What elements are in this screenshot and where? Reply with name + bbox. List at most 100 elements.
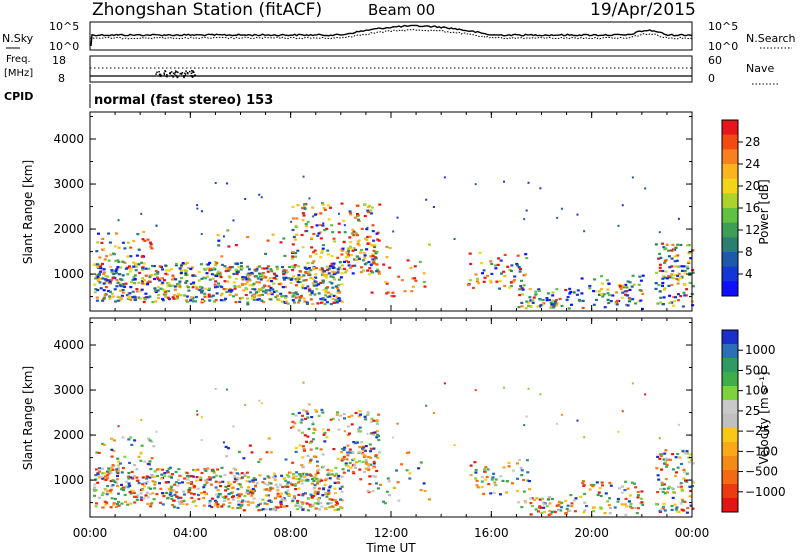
echo-cell <box>574 497 578 500</box>
x-tick-label: 04:00 <box>173 526 208 540</box>
echo-cell <box>249 490 253 494</box>
echo-point <box>225 182 228 185</box>
echo-cell <box>222 503 225 506</box>
echo-cell <box>358 460 361 463</box>
echo-cell <box>492 491 496 494</box>
echo-cell <box>520 293 524 296</box>
echo-cell <box>529 513 533 516</box>
echo-cell <box>226 498 230 501</box>
echo-cell <box>302 297 306 300</box>
echo-cell <box>683 269 687 272</box>
echo-cell <box>291 499 295 502</box>
echo-cell <box>353 264 357 267</box>
freq-point <box>164 70 166 72</box>
echo-point <box>302 381 305 384</box>
echo-cell <box>377 413 381 416</box>
echo-cell <box>101 237 105 241</box>
echo-cell <box>339 276 343 279</box>
echo-cell <box>291 299 295 302</box>
echo-cell <box>343 446 347 449</box>
echo-cell <box>365 228 369 231</box>
echo-cell <box>266 475 270 478</box>
echo-cell <box>375 469 379 473</box>
echo-cell <box>685 452 689 455</box>
echo-cell <box>309 255 313 258</box>
echo-cell <box>320 251 324 254</box>
echo-cell <box>296 204 300 207</box>
echo-cell <box>329 293 333 296</box>
echo-cell <box>129 255 133 258</box>
echo-cell <box>662 505 665 508</box>
echo-cell <box>386 291 390 294</box>
echo-cell <box>235 272 239 276</box>
echo-cell <box>691 304 695 307</box>
echo-cell <box>499 259 503 262</box>
colorbar-tick-label: 16 <box>745 201 760 215</box>
echo-cell <box>331 276 335 279</box>
echo-cell <box>516 462 519 465</box>
echo-cell <box>367 204 371 207</box>
echo-cell <box>371 475 375 478</box>
echo-cell <box>309 505 312 508</box>
echo-cell <box>129 246 133 249</box>
echo-cell <box>427 498 431 501</box>
echo-cell <box>526 479 530 482</box>
echo-cell <box>252 477 256 480</box>
echo-cell <box>162 289 166 292</box>
echo-cell <box>134 298 138 301</box>
echo-cell <box>246 303 250 306</box>
echo-cell <box>284 491 288 494</box>
echo-cell <box>306 302 309 305</box>
echo-cell <box>276 492 280 495</box>
echo-cell <box>400 279 404 282</box>
echo-cell <box>156 272 159 275</box>
echo-cell <box>580 292 584 295</box>
echo-cell <box>293 238 297 241</box>
echo-cell <box>292 266 296 269</box>
echo-cell <box>423 489 427 493</box>
echo-cell <box>288 265 292 269</box>
echo-cell <box>140 288 144 291</box>
echo-cell <box>250 451 254 454</box>
echo-cell <box>177 468 181 471</box>
echo-cell <box>129 492 133 495</box>
echo-cell <box>223 280 227 283</box>
echo-cell <box>175 262 178 266</box>
echo-cell <box>500 272 503 275</box>
echo-cell <box>120 471 124 474</box>
echo-cell <box>376 268 380 271</box>
echo-cell <box>242 457 246 460</box>
echo-cell <box>687 252 691 255</box>
echo-cell <box>368 475 372 478</box>
echo-cell <box>635 512 639 515</box>
echo-cell <box>630 506 634 510</box>
echo-cell <box>373 259 376 262</box>
echo-cell <box>373 256 377 259</box>
echo-cell <box>294 224 298 228</box>
echo-cell <box>291 255 295 258</box>
echo-cell <box>127 471 131 475</box>
echo-cell <box>143 460 147 463</box>
echo-cell <box>153 277 156 281</box>
echo-cell <box>673 255 677 258</box>
echo-cell <box>662 246 666 249</box>
echo-cell <box>279 483 282 486</box>
echo-cell <box>656 455 660 458</box>
echo-cell <box>334 499 337 502</box>
echo-cell <box>299 472 303 476</box>
echo-cell <box>682 265 686 268</box>
echo-cell <box>129 476 133 479</box>
echo-cell <box>689 453 693 456</box>
echo-cell <box>203 268 207 271</box>
echo-point <box>443 176 446 179</box>
echo-cell <box>310 226 314 229</box>
echo-cell <box>234 479 238 483</box>
echo-cell <box>676 282 680 285</box>
echo-cell <box>639 497 643 500</box>
echo-cell <box>691 480 695 483</box>
echo-cell <box>115 268 119 271</box>
echo-cell <box>282 269 286 272</box>
echo-cell <box>214 280 218 283</box>
echo-point <box>644 393 647 396</box>
echo-cell <box>144 494 148 497</box>
